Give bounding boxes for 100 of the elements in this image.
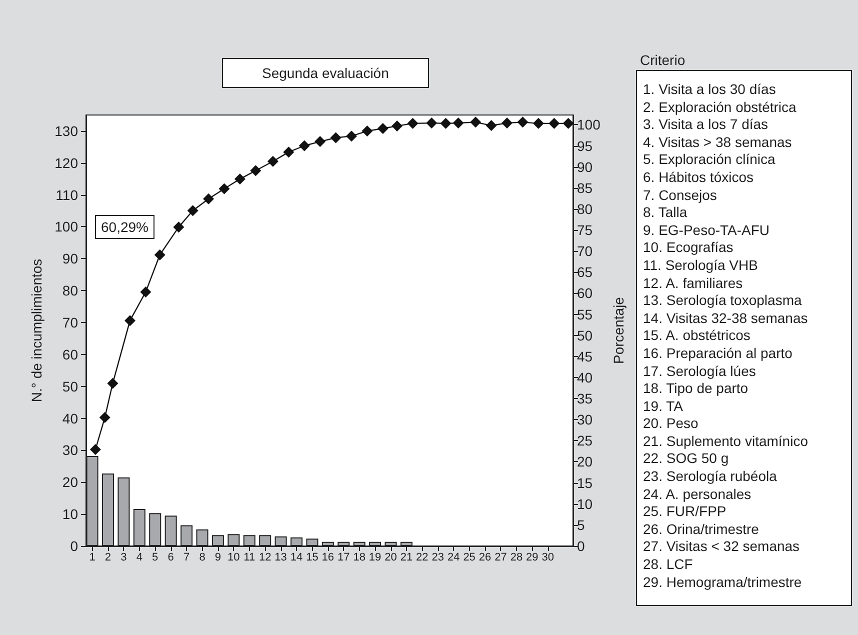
point	[267, 156, 278, 167]
y2-tick-label: 50	[577, 327, 593, 344]
y2-tick-label: 15	[577, 474, 593, 491]
x-tick-label: 14	[290, 552, 303, 564]
point	[362, 126, 373, 137]
y2-tick-label: 25	[577, 432, 593, 449]
y2-tick-label: 100	[577, 116, 601, 133]
text: 17. Serología lúes	[643, 362, 757, 380]
x-tick-label: 29	[526, 552, 538, 564]
point	[298, 140, 310, 152]
y2-tick-label: 5	[577, 516, 585, 533]
text: 29. Hemograma/trimestre	[643, 574, 803, 592]
point	[99, 412, 110, 423]
text: 22. SOG 50 g	[643, 450, 730, 468]
chart-title: Segunda evaluación	[262, 65, 389, 81]
y2-tick-label: 10	[577, 496, 593, 512]
point	[470, 116, 482, 128]
y2-tick-label: 55	[577, 306, 593, 322]
y2-tick-label: 85	[577, 180, 593, 196]
y-tick-label: 110	[56, 186, 78, 203]
point	[452, 118, 464, 129]
y-tick-label: 130	[54, 122, 78, 139]
y2-tick-label: 30	[577, 412, 593, 428]
point	[283, 146, 294, 158]
text: 25. FUR/FPP	[643, 503, 728, 521]
text: 2. Exploración obstétrica	[643, 98, 798, 116]
text: 4. Visitas > 38 semanas	[643, 134, 793, 152]
x-tick-label: 12	[258, 552, 272, 564]
x-tick-label: 15	[306, 552, 318, 564]
point	[440, 118, 452, 129]
point	[173, 222, 184, 233]
point	[187, 205, 198, 216]
x-tick-label: 20	[384, 552, 397, 564]
x-tick-label: 9	[214, 552, 222, 564]
point	[154, 249, 166, 260]
annotation: 60,29%	[101, 219, 148, 235]
y-tick-label: 0	[70, 538, 78, 554]
text: 15. A. obstétricos	[643, 327, 752, 345]
x-tick-label: 25	[463, 552, 476, 564]
y2-tick-label: 75	[577, 222, 593, 238]
point	[548, 118, 560, 129]
x-tick-label: 27	[494, 552, 507, 564]
x-tick-label: 1	[89, 552, 96, 564]
y2-tick-label: 60	[577, 285, 593, 302]
text: 3. Visita a los 7 días	[643, 116, 770, 134]
y2-tick-label: 45	[577, 348, 593, 364]
point	[377, 122, 388, 134]
text: 27. Visitas < 32 semanas	[643, 538, 801, 556]
point	[218, 183, 230, 194]
y2-tick-label: 20	[577, 454, 593, 470]
point	[502, 118, 513, 129]
y2-tick-label: 95	[577, 138, 593, 154]
x-tick-label: 8	[199, 552, 206, 564]
x-tick-label: 18	[353, 552, 366, 564]
x-tick-label: 30	[542, 552, 554, 564]
y-tick-label: 10	[62, 506, 78, 522]
text: 10. Ecografías	[643, 239, 734, 257]
point	[330, 132, 342, 144]
text: 18. Tipo de parto	[643, 380, 750, 398]
point	[486, 120, 497, 132]
text: 20. Peso	[643, 415, 700, 433]
x-tick-label: 13	[274, 552, 287, 564]
x-tick-label: 5	[152, 552, 158, 564]
y2-tick-label: 0	[577, 538, 585, 554]
text: 5. Exploración clínica	[643, 151, 776, 169]
point	[203, 193, 214, 204]
y2-tick-label: 35	[577, 390, 593, 407]
point	[107, 378, 118, 389]
point	[90, 444, 101, 456]
x-tick-label: 24	[447, 552, 460, 564]
x-tick-label: 19	[368, 552, 382, 564]
point	[234, 174, 246, 185]
y-axis-title: N.° de incumplimientos	[28, 258, 45, 402]
x-tick-label: 2	[104, 552, 112, 564]
text: 8. Talla	[643, 204, 688, 222]
point	[532, 118, 544, 129]
x-tick-label: 22	[416, 552, 428, 564]
point	[426, 118, 438, 129]
text: 6. Hábitos tóxicos	[643, 168, 754, 187]
y2-tick-label: 80	[577, 200, 593, 217]
text: 21. Suplemento vitamínico	[643, 432, 809, 450]
y-tick-label: 70	[62, 314, 78, 331]
x-tick-label: 17	[338, 552, 350, 564]
point	[140, 286, 152, 298]
x-tick-label: 28	[510, 552, 523, 564]
point	[562, 118, 574, 129]
text: 12. A. familiares	[643, 274, 744, 292]
y2-tick-label: 90	[577, 158, 593, 175]
x-tick-label: 26	[478, 552, 492, 564]
text: 26. Orina/trimestre	[643, 520, 760, 538]
point	[346, 130, 357, 142]
text: 7. Consejos	[643, 186, 718, 204]
y-tick-label: 100	[54, 218, 78, 235]
point	[124, 315, 136, 326]
y-tick-label: 50	[62, 378, 78, 394]
point	[314, 136, 326, 148]
text: 14. Visitas 32-38 semanas	[643, 310, 809, 328]
text: 9. EG-Peso-TA-AFU	[643, 222, 771, 240]
y-tick-label: 40	[62, 410, 78, 426]
x-tick-label: 4	[136, 552, 142, 564]
